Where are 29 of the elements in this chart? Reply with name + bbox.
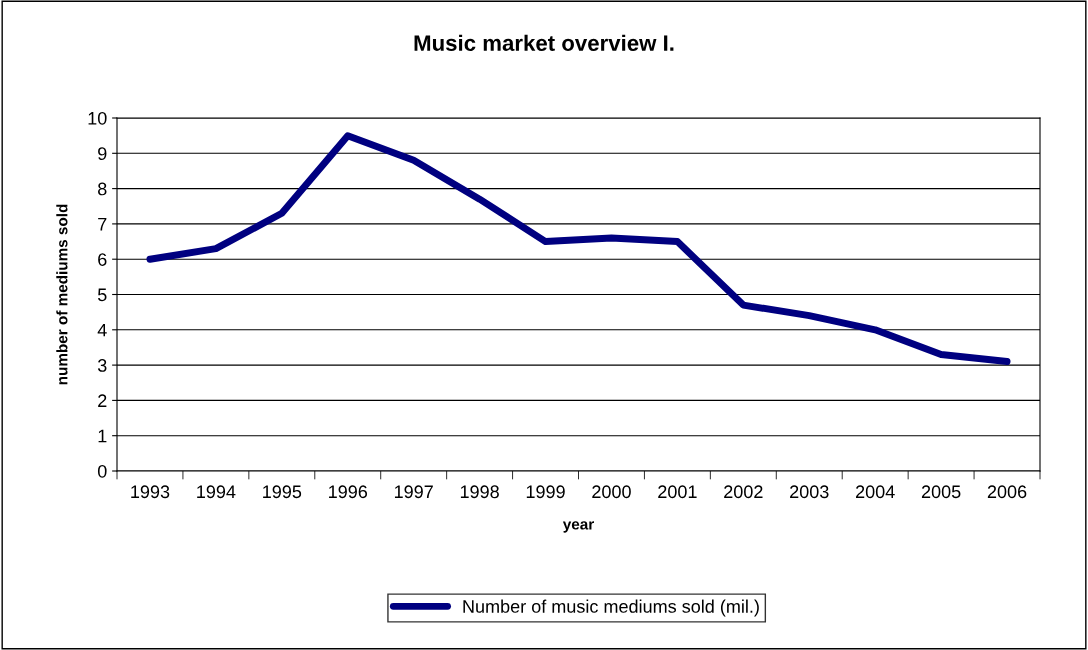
x-tick-label: 1998 (460, 485, 499, 499)
x-tick-label: 1999 (526, 485, 565, 499)
y-axis-title: number of mediums sold (56, 204, 68, 385)
y-tick-label: 0 (97, 464, 107, 478)
y-tick-label: 10 (88, 111, 107, 125)
y-tick-label: 9 (98, 147, 107, 161)
x-tick-label: 2001 (658, 485, 697, 499)
x-tick-label: 2005 (921, 485, 961, 499)
y-tick-label: 8 (98, 182, 107, 196)
y-tick-label: 4 (97, 323, 107, 337)
x-tick-label: 1993 (131, 485, 170, 499)
x-tick-label: 1996 (329, 485, 368, 499)
x-tick-label: 2000 (592, 485, 631, 499)
x-tick-label: 2002 (724, 485, 763, 499)
x-tick-label: 2004 (856, 485, 895, 499)
x-tick-label: 2006 (987, 485, 1027, 499)
y-tick-label: 2 (98, 394, 107, 407)
y-tick-label: 6 (98, 253, 107, 266)
x-tick-label: 2003 (790, 485, 829, 499)
y-tick-label: 1 (98, 429, 107, 443)
chart-title: Music market overview I. (414, 34, 674, 51)
y-tick-label: 5 (97, 288, 107, 302)
x-tick-label: 1997 (394, 485, 433, 499)
y-tick-label: 3 (97, 359, 107, 372)
x-axis-title: year (562, 521, 594, 533)
legend-label: Number of music mediums sold (mil.) (463, 599, 759, 617)
y-tick-label: 7 (98, 218, 107, 231)
x-tick-label: 1994 (197, 485, 236, 499)
x-tick-label: 1995 (263, 485, 302, 499)
